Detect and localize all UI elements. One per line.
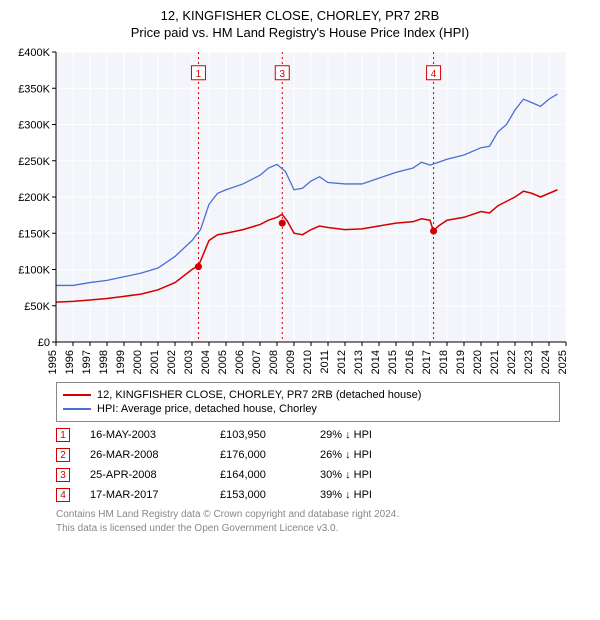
transaction-date: 16-MAY-2003 (90, 429, 200, 441)
svg-text:2021: 2021 (489, 350, 501, 374)
transaction-price: £153,000 (220, 489, 300, 501)
svg-text:1995: 1995 (47, 350, 59, 374)
transaction-price: £103,950 (220, 429, 300, 441)
svg-text:1997: 1997 (81, 350, 93, 374)
svg-text:2023: 2023 (523, 350, 535, 374)
svg-text:1: 1 (196, 69, 202, 80)
transactions-table: 1 16-MAY-2003 £103,950 29% ↓ HPI 2 26-MAR-200… (56, 428, 560, 502)
transaction-row: 2 26-MAR-2008 £176,000 26% ↓ HPI (56, 448, 560, 462)
transaction-date: 17-MAR-2017 (90, 489, 200, 501)
svg-text:2009: 2009 (285, 350, 297, 374)
svg-text:£0: £0 (38, 337, 50, 349)
svg-text:2024: 2024 (540, 350, 552, 374)
svg-text:2005: 2005 (217, 350, 229, 374)
svg-text:£400K: £400K (18, 47, 50, 59)
svg-text:2025: 2025 (557, 350, 569, 374)
svg-text:2007: 2007 (251, 350, 263, 374)
transaction-hpi: 29% ↓ HPI (320, 429, 420, 441)
svg-text:2000: 2000 (132, 350, 144, 374)
transaction-hpi: 30% ↓ HPI (320, 469, 420, 481)
svg-text:£250K: £250K (18, 156, 50, 168)
svg-text:2020: 2020 (472, 350, 484, 374)
svg-text:2022: 2022 (506, 350, 518, 374)
svg-text:2003: 2003 (183, 350, 195, 374)
legend: 12, KINGFISHER CLOSE, CHORLEY, PR7 2RB (… (56, 382, 560, 422)
transaction-row: 3 25-APR-2008 £164,000 30% ↓ HPI (56, 468, 560, 482)
svg-text:2010: 2010 (302, 350, 314, 374)
svg-text:£300K: £300K (18, 120, 50, 132)
svg-text:2002: 2002 (166, 350, 178, 374)
svg-text:2011: 2011 (319, 350, 331, 374)
transaction-row: 1 16-MAY-2003 £103,950 29% ↓ HPI (56, 428, 560, 442)
svg-text:£150K: £150K (18, 228, 50, 240)
legend-label: HPI: Average price, detached house, Chor… (97, 403, 317, 415)
svg-text:2014: 2014 (370, 350, 382, 374)
transaction-hpi: 26% ↓ HPI (320, 449, 420, 461)
svg-text:2015: 2015 (387, 350, 399, 374)
svg-text:2001: 2001 (149, 350, 161, 374)
svg-text:1999: 1999 (115, 350, 127, 374)
transaction-marker: 2 (56, 448, 70, 462)
svg-text:£50K: £50K (24, 301, 50, 313)
svg-text:2016: 2016 (404, 350, 416, 374)
legend-swatch (63, 408, 91, 410)
transaction-date: 26-MAR-2008 (90, 449, 200, 461)
transaction-marker: 4 (56, 488, 70, 502)
transaction-row: 4 17-MAR-2017 £153,000 39% ↓ HPI (56, 488, 560, 502)
transaction-date: 25-APR-2008 (90, 469, 200, 481)
svg-text:1996: 1996 (64, 350, 76, 374)
svg-text:2004: 2004 (200, 350, 212, 374)
transaction-marker: 1 (56, 428, 70, 442)
svg-text:1998: 1998 (98, 350, 110, 374)
legend-swatch (63, 394, 91, 396)
svg-text:2012: 2012 (336, 350, 348, 374)
svg-text:2008: 2008 (268, 350, 280, 374)
svg-text:2017: 2017 (421, 350, 433, 374)
legend-label: 12, KINGFISHER CLOSE, CHORLEY, PR7 2RB (… (97, 389, 421, 401)
svg-text:2019: 2019 (455, 350, 467, 374)
attribution-line: This data is licensed under the Open Gov… (56, 522, 560, 536)
legend-item-hpi: HPI: Average price, detached house, Chor… (63, 403, 553, 415)
svg-text:£350K: £350K (18, 83, 50, 95)
legend-item-property: 12, KINGFISHER CLOSE, CHORLEY, PR7 2RB (… (63, 389, 553, 401)
transaction-price: £176,000 (220, 449, 300, 461)
attribution-line: Contains HM Land Registry data © Crown c… (56, 508, 560, 522)
svg-text:3: 3 (279, 69, 285, 80)
title-address: 12, KINGFISHER CLOSE, CHORLEY, PR7 2RB (10, 8, 590, 23)
price-chart: £0 £50K £100K £150K £200K £250K £300K £350K £400… (10, 46, 590, 376)
svg-text:2006: 2006 (234, 350, 246, 374)
svg-text:£100K: £100K (18, 265, 50, 277)
svg-text:2013: 2013 (353, 350, 365, 374)
attribution: Contains HM Land Registry data © Crown c… (56, 508, 560, 535)
svg-text:2018: 2018 (438, 350, 450, 374)
title-subtitle: Price paid vs. HM Land Registry's House … (10, 25, 590, 40)
transaction-marker: 3 (56, 468, 70, 482)
transaction-price: £164,000 (220, 469, 300, 481)
svg-text:4: 4 (431, 69, 437, 80)
transaction-hpi: 39% ↓ HPI (320, 489, 420, 501)
svg-text:£200K: £200K (18, 192, 50, 204)
